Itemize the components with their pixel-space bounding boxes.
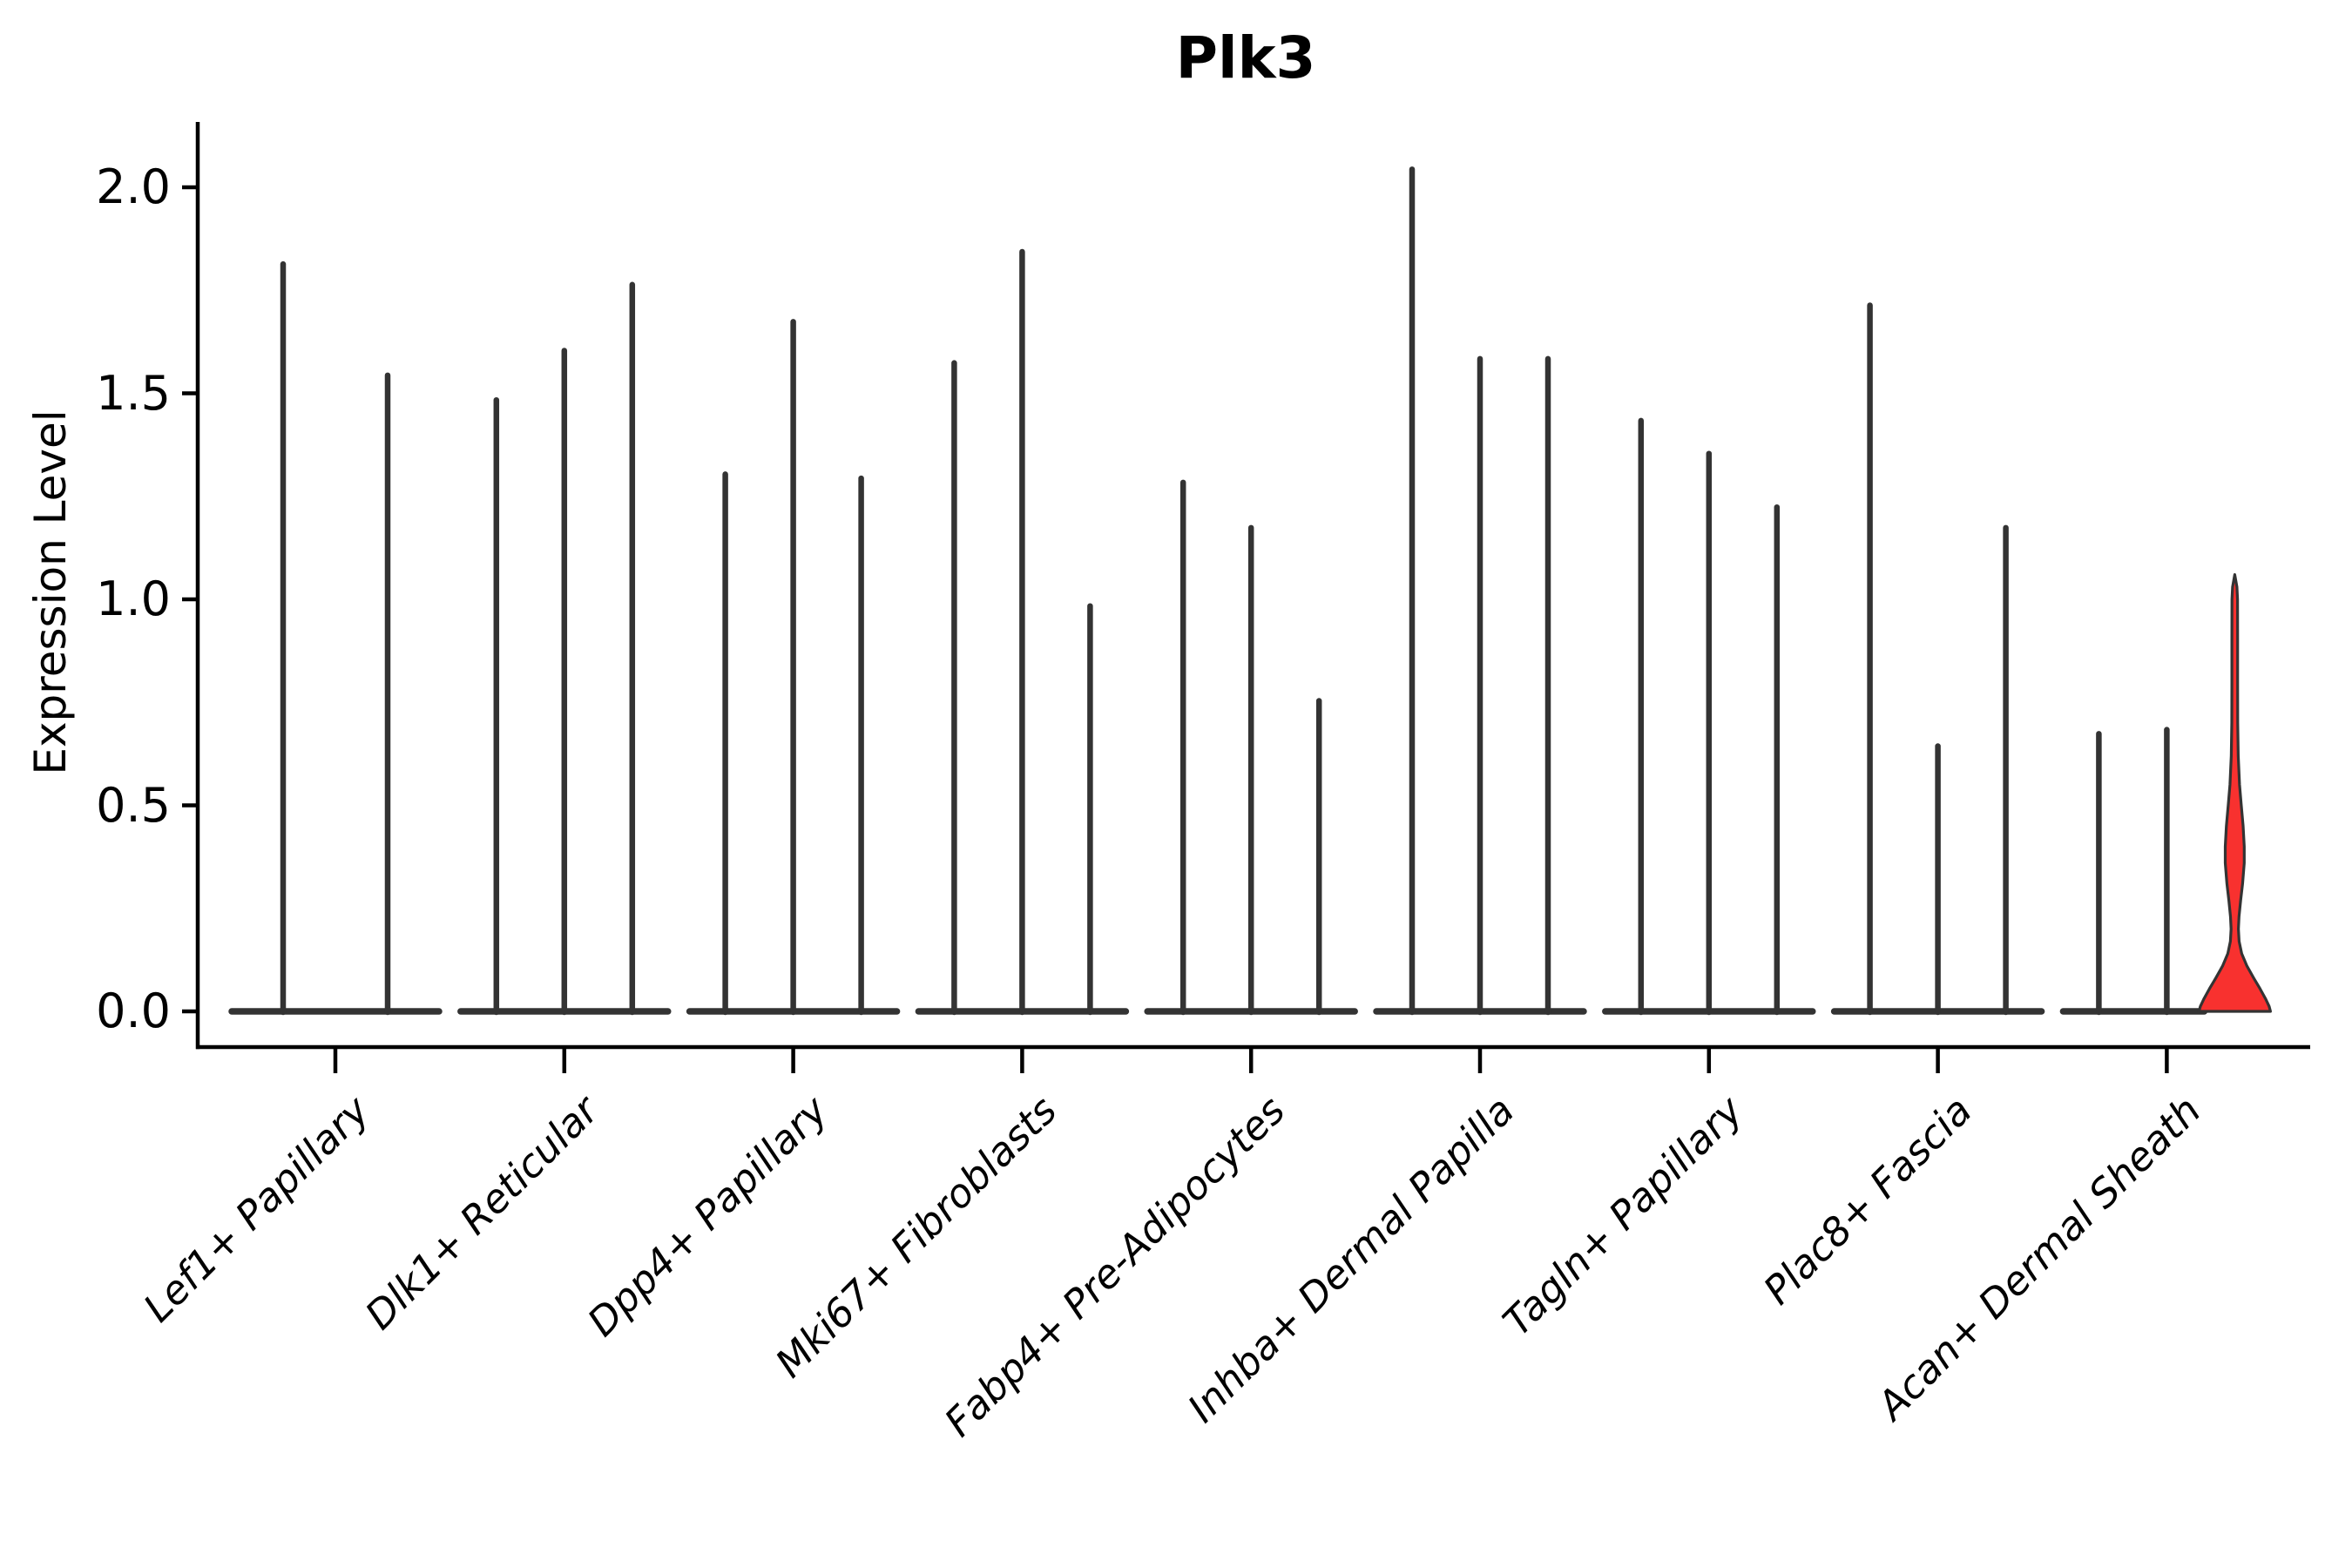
y-tick-label: 2.0 bbox=[96, 159, 171, 214]
y-tick-label: 1.5 bbox=[96, 365, 171, 421]
y-tick-label: 0.5 bbox=[96, 777, 171, 833]
chart-title: Plk3 bbox=[1175, 24, 1316, 91]
y-tick-label: 1.0 bbox=[96, 571, 171, 626]
highlighted-violin bbox=[2197, 573, 2272, 1013]
y-tick-label: 0.0 bbox=[96, 983, 171, 1038]
